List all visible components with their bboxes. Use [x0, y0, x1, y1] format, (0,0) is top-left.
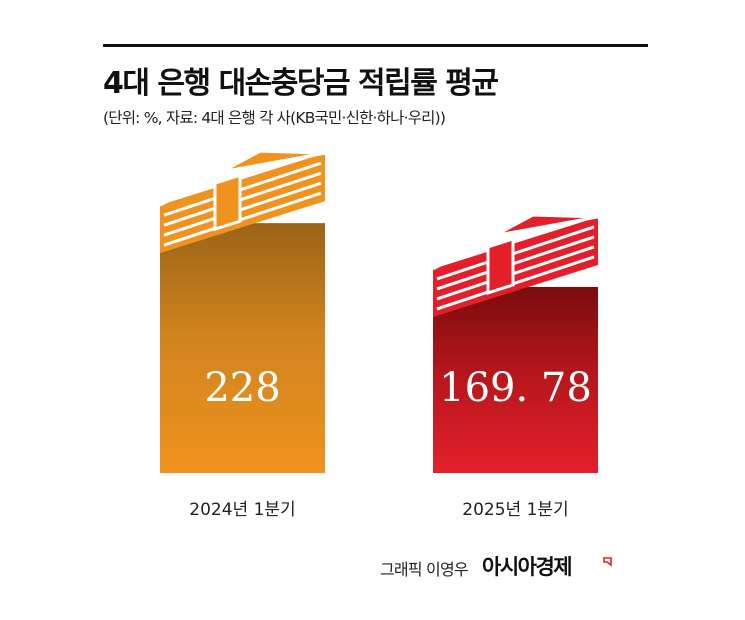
money-stack-icon — [159, 149, 326, 254]
publisher-logo: 아시아경제 — [482, 555, 573, 579]
chart-subtitle: (단위: %, 자료: 4대 은행 각 사(KB국민·신한·하나·우리)) — [103, 109, 446, 127]
top-rule — [103, 44, 648, 47]
logo-mark-icon — [603, 557, 612, 567]
category-label-1: 2025년 1분기 — [462, 500, 568, 520]
graphic-credit: 그래픽 이영우 — [380, 560, 469, 579]
bar-0 — [160, 223, 325, 473]
money-stack-icon — [432, 213, 599, 317]
bar-1 — [433, 286, 598, 473]
value-label-0: 228 — [204, 365, 280, 411]
chart-title: 4대 은행 대손충당금 적립률 평균 — [103, 66, 499, 101]
category-label-0: 2024년 1분기 — [189, 500, 295, 520]
value-label-1: 169. 78 — [439, 365, 592, 411]
